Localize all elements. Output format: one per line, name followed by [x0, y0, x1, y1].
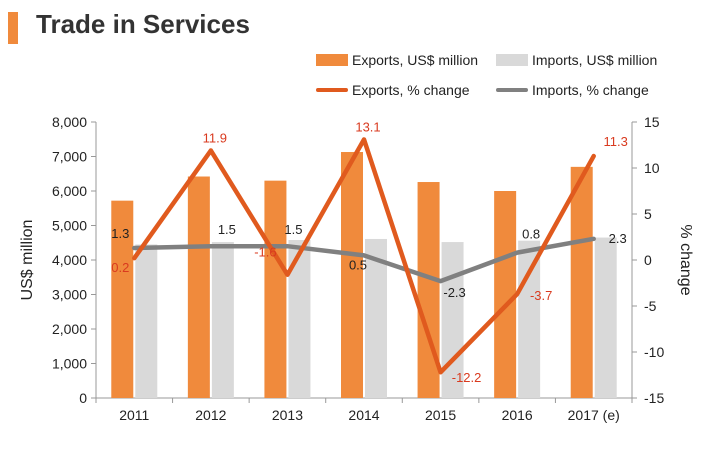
y-tick-label: 4,000 [52, 252, 87, 268]
bar-imports [135, 244, 158, 398]
chart-title: Trade in Services [36, 9, 250, 39]
data-label-exports-pct: 11.3 [604, 134, 628, 149]
legend-exports-line: Exports, % change [316, 82, 470, 98]
y2-tick-label: -15 [644, 390, 664, 406]
y-tick-label: 7,000 [52, 149, 87, 165]
legend-imports-line-swatch [496, 88, 528, 92]
y2-tick-label: -10 [644, 344, 664, 360]
y2-axis-title: % change [677, 224, 694, 295]
bar-exports [341, 152, 363, 398]
data-label-imports-pct: 1.5 [284, 222, 302, 237]
y-tick-label: 0 [79, 390, 87, 406]
x-tick-label: 2013 [272, 407, 303, 423]
bar-exports [111, 200, 134, 398]
bar-exports [187, 176, 210, 398]
legend-imports-line-label: Imports, % change [532, 82, 649, 98]
bar-exports [417, 182, 440, 398]
bar-imports [365, 238, 387, 398]
data-label-imports-pct: 0.8 [522, 227, 540, 242]
y2-tick-label: 15 [644, 114, 660, 130]
y2-tick-label: 10 [644, 160, 660, 176]
bar-imports [288, 239, 311, 398]
y-axis-title: US$ million [19, 220, 36, 301]
legend-imports-bar: Imports, US$ million [496, 52, 657, 68]
y-tick-label: 3,000 [52, 287, 87, 303]
bar-exports [264, 180, 287, 398]
data-label-exports-pct: -1.6 [254, 245, 276, 260]
x-tick-label: 2012 [195, 407, 226, 423]
y-tick-label: 2,000 [52, 321, 87, 337]
x-tick-label: 2014 [348, 407, 379, 423]
series-line-imports-pct [132, 236, 596, 284]
data-label-exports-pct: -3.7 [530, 288, 552, 303]
data-label-exports-pct: 11.9 [203, 131, 227, 146]
legend-imports-bar-label: Imports, US$ million [532, 52, 658, 68]
legend-exports-line-swatch [316, 88, 348, 92]
y-tick-label: 1,000 [52, 356, 87, 372]
legend-exports-line-label: Exports, % change [352, 82, 470, 98]
data-label-exports-pct: 13.1 [355, 119, 380, 134]
series-line-exports-pct [132, 137, 596, 375]
y-tick-label: 6,000 [52, 183, 87, 199]
data-label-exports-pct: -12.2 [452, 370, 482, 385]
y-tick-label: 5,000 [52, 218, 87, 234]
bar-exports [570, 166, 593, 398]
data-label-imports-pct: 1.3 [111, 226, 129, 241]
bar-exports [494, 191, 517, 398]
legend-exports-bar-swatch [316, 54, 348, 66]
x-tick-label: 2016 [502, 407, 533, 423]
x-tick-label: 2015 [425, 407, 456, 423]
legend-imports-line: Imports, % change [496, 82, 649, 98]
legend-exports-bar: Exports, US$ million [316, 52, 478, 68]
data-label-imports-pct: 2.3 [609, 231, 627, 246]
data-label-imports-pct: 1.5 [218, 222, 236, 237]
x-tick-label: 2017 (e) [568, 407, 620, 423]
data-label-exports-pct: 0.2 [111, 260, 129, 275]
bar-imports [594, 237, 617, 398]
data-label-imports-pct: -2.3 [443, 285, 465, 300]
y-tick-label: 8,000 [52, 114, 87, 130]
title-accent-bar [8, 12, 18, 44]
x-tick-label: 2011 [119, 407, 149, 423]
y2-tick-label: 5 [644, 206, 652, 222]
y2-tick-label: -5 [644, 298, 657, 314]
legend-exports-bar-label: Exports, US$ million [352, 52, 479, 68]
bar-imports [518, 240, 541, 398]
bar-imports [211, 242, 234, 398]
y2-tick-label: 0 [644, 252, 652, 268]
data-label-imports-pct: 0.5 [349, 257, 367, 272]
legend-imports-bar-swatch [496, 54, 528, 66]
